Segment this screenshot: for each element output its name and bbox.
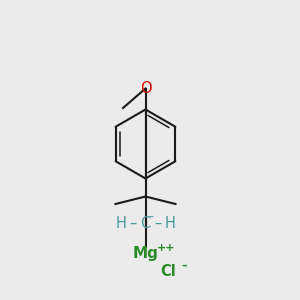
Text: H: H [165,216,176,231]
Text: H: H [116,216,126,231]
Text: ++: ++ [157,243,175,253]
Text: –: – [129,216,136,231]
Text: C: C [140,216,151,231]
Text: Cl: Cl [160,264,176,279]
Text: –: – [148,211,153,221]
Text: Mg: Mg [133,246,158,261]
Text: –: – [182,261,187,271]
Text: –: – [155,216,162,231]
Text: O: O [140,81,151,96]
